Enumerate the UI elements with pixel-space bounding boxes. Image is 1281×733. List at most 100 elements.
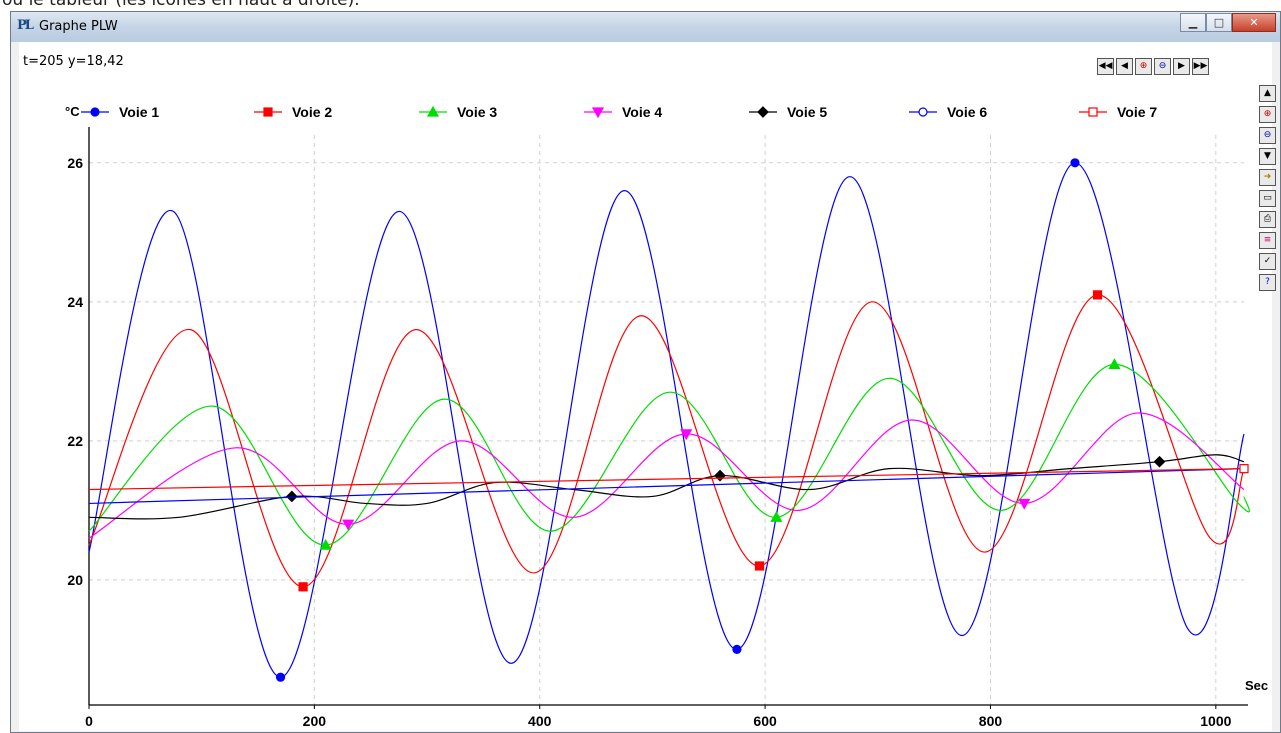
x-tick-label: 200 [303, 713, 327, 729]
step-forward-button[interactable]: ▶ [1173, 58, 1190, 75]
app-icon: PL [17, 18, 34, 33]
x-tick-label: 800 [979, 713, 1003, 729]
data-marker [1070, 158, 1080, 168]
help-icon: ? [1265, 277, 1270, 287]
series-line [88, 363, 1250, 546]
data-marker [285, 490, 298, 503]
data-marker [757, 106, 769, 118]
data-marker [298, 582, 308, 592]
colors-icon: ≡ [1263, 235, 1272, 245]
open-button[interactable]: ➜ [1259, 169, 1276, 186]
x-tick-label: 400 [528, 713, 552, 729]
data-marker [754, 561, 765, 571]
series-6 [88, 464, 1249, 505]
series-3 [88, 358, 1250, 550]
series-layer [88, 158, 1250, 682]
zoom-out-icon: ⊖ [1263, 130, 1272, 140]
fast-forward-button[interactable]: ▶▶ [1192, 58, 1209, 75]
navigation-toolbar: ◀◀ ◀ ⊕ ⊖ ▶ ▶▶ [1097, 58, 1209, 75]
title-bar[interactable]: PL Graphe PLW ▁ □ ✕ [11, 12, 1280, 42]
data-marker [1092, 290, 1103, 300]
check-button[interactable]: ✓ [1259, 253, 1276, 270]
minimize-icon: ▁ [1188, 16, 1198, 29]
data-marker [426, 105, 440, 117]
x-tick-label: 0 [85, 713, 93, 729]
legend-item: Voie 2 [254, 104, 332, 120]
data-marker [714, 469, 726, 482]
scroll-down-button[interactable]: ▼ [1259, 148, 1276, 165]
data-marker [342, 519, 355, 531]
help-button[interactable]: ? [1259, 274, 1276, 291]
fast-forward-icon: ▶▶ [1193, 61, 1208, 71]
legend-item: Voie 6 [909, 104, 987, 120]
side-toolbar: ▲ ⊕ ⊖ ▼ ➜ ▭ ⎙ ≡ ✓ ? [1259, 85, 1276, 291]
data-marker [1088, 107, 1098, 117]
axes: 0 200 400 600 800 1000 20 22 24 26 [67, 127, 1248, 729]
data-marker [770, 511, 783, 522]
check-icon: ✓ [1263, 256, 1272, 266]
x-unit-label: Sec [1245, 678, 1268, 693]
series-line [88, 468, 1245, 505]
y-tick-label: 24 [67, 294, 83, 310]
series-line [88, 468, 1245, 491]
y-unit-label: °C [65, 104, 80, 119]
save-icon: ▭ [1263, 193, 1272, 203]
step-back-icon: ◀ [1121, 61, 1128, 71]
zoom-out-icon: ⊖ [1158, 61, 1167, 71]
legend: Voie 1 Voie 2 Voie 3 Voie 4 Voie 5 Voie 6 Voie… [81, 104, 1157, 120]
series-1 [88, 158, 1245, 682]
x-tick-label: 600 [753, 713, 777, 729]
zoom-in-icon: ⊕ [1263, 109, 1272, 119]
series-2 [88, 290, 1245, 592]
print-button[interactable]: ⎙ [1259, 211, 1276, 228]
zoom-out-button[interactable]: ⊖ [1154, 58, 1171, 75]
vertical-zoom-out-button[interactable]: ⊖ [1259, 127, 1276, 144]
series-line [88, 162, 1245, 678]
rewind-button[interactable]: ◀◀ [1097, 58, 1114, 75]
series-7 [88, 464, 1249, 491]
data-marker [1018, 498, 1031, 510]
data-marker [1239, 464, 1249, 474]
scroll-down-icon: ▼ [1264, 151, 1271, 161]
legend-label: Voie 6 [947, 104, 987, 120]
legend-label: Voie 3 [457, 104, 497, 120]
data-marker [732, 644, 742, 654]
grid [89, 135, 1244, 705]
x-tick-label: 1000 [1200, 713, 1231, 729]
data-marker [90, 107, 100, 117]
series-line [88, 294, 1245, 588]
vertical-zoom-in-button[interactable]: ⊕ [1259, 106, 1276, 123]
close-button[interactable]: ✕ [1232, 13, 1276, 32]
data-marker [591, 107, 605, 119]
close-icon: ✕ [1249, 16, 1259, 29]
legend-item: Voie 4 [584, 104, 662, 120]
minimize-button[interactable]: ▁ [1180, 13, 1206, 32]
maximize-button[interactable]: □ [1206, 13, 1232, 32]
data-marker [275, 672, 286, 682]
rewind-icon: ◀◀ [1098, 61, 1113, 71]
caption-fragment: où le tableur (les icônes en haut à droi… [2, 0, 360, 10]
step-back-button[interactable]: ◀ [1116, 58, 1133, 75]
series-line [88, 412, 1245, 539]
y-tick-label: 22 [67, 433, 83, 449]
cursor-readout: t=205 y=18,42 [23, 54, 124, 69]
save-button[interactable]: ▭ [1259, 190, 1276, 207]
data-marker [680, 429, 693, 441]
legend-item: Voie 1 [81, 104, 159, 120]
zoom-in-button[interactable]: ⊕ [1135, 58, 1152, 75]
data-marker [319, 538, 332, 550]
legend-label: Voie 4 [622, 104, 662, 120]
colors-button[interactable]: ≡ [1259, 232, 1276, 249]
legend-item: Voie 5 [749, 104, 827, 120]
plot-client-area[interactable]: t=205 y=18,42 ◀◀ ◀ ⊕ ⊖ ▶ ▶▶ ▲ ⊕ ⊖ ▼ ➜ ▭ … [19, 42, 1276, 731]
plot-window: PL Graphe PLW ▁ □ ✕ t=205 y=18,42 ◀◀ ◀ ⊕… [10, 11, 1281, 733]
y-tick-label: 26 [67, 155, 83, 171]
scroll-up-icon: ▲ [1264, 88, 1271, 98]
scroll-up-button[interactable]: ▲ [1259, 85, 1276, 102]
y-tick-label: 20 [67, 572, 83, 588]
legend-item: Voie 7 [1079, 104, 1157, 120]
legend-label: Voie 7 [1117, 104, 1157, 120]
zoom-in-icon: ⊕ [1139, 61, 1148, 71]
window-title: Graphe PLW [39, 19, 118, 34]
